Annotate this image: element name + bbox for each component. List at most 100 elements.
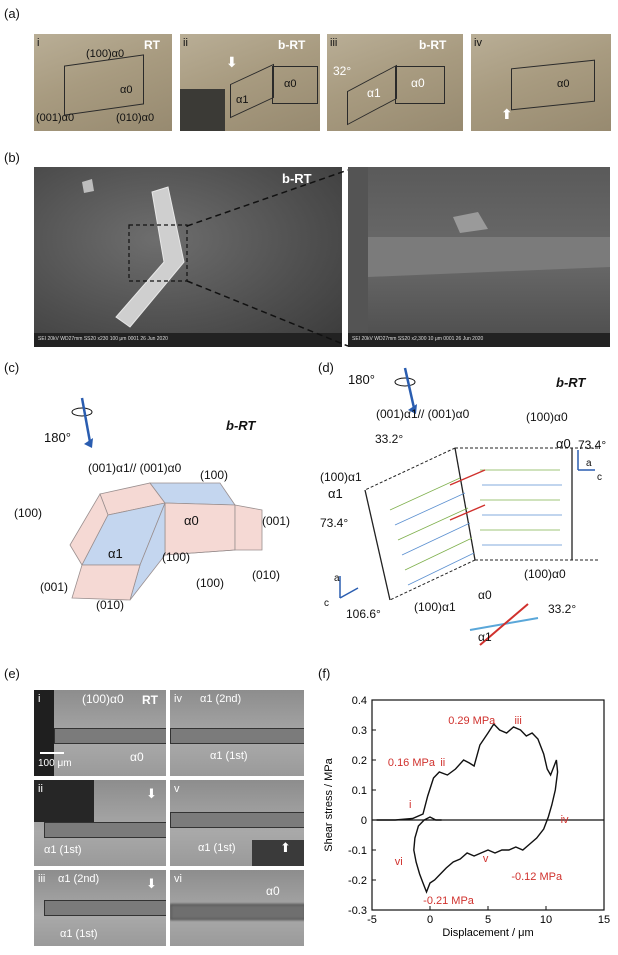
plane-label: (010)α0 — [116, 112, 155, 124]
subpanel-num: ii — [183, 37, 188, 49]
arrow-down-icon: ⬇ — [226, 54, 238, 70]
twin-label: α1 (1st) — [210, 750, 248, 762]
angle-label: 73.4° — [578, 438, 607, 452]
sem-crystal-drawing — [82, 179, 188, 328]
subpanel-num: i — [37, 37, 40, 49]
phase-label: α0 — [266, 884, 280, 898]
sem-image-low-mag: b-RT SEI 20kV WD27mm SS20 x230 100 μm 00… — [34, 167, 342, 347]
axis-label: a — [586, 458, 592, 469]
phase-label: α1 — [236, 94, 249, 106]
condition-label: b-RT — [556, 375, 586, 390]
twin-label: α1 (1st) — [44, 844, 82, 856]
angle-label: 33.2° — [548, 602, 577, 616]
subpanel-num: vi — [174, 873, 182, 885]
micrograph-a-ii: ii b-RT ⬇ α1 α0 — [180, 34, 320, 131]
crystal-bar — [170, 904, 304, 920]
phase-label: α0 — [478, 588, 492, 602]
plane-label: (100) — [162, 550, 191, 564]
phase-label: α0 — [557, 78, 570, 90]
phase-label: α0 — [411, 76, 425, 90]
plane-label: (001)α1// (001)α0 — [88, 461, 182, 475]
plane-label: (100) — [14, 506, 43, 520]
axis-label: c — [597, 472, 602, 483]
phase-label: α0 — [120, 84, 133, 96]
plane-label: (100) — [196, 576, 225, 590]
y-tick-label: 0.2 — [352, 755, 367, 767]
plane-label: (100)α1 — [320, 470, 362, 484]
chart-annotation: -0.21 MPa — [423, 895, 475, 907]
plane-label: (001) — [262, 514, 291, 528]
subpanel-num: i — [38, 693, 41, 705]
y-tick-label: 0.3 — [352, 725, 367, 737]
crystal-bar — [170, 728, 304, 744]
arrow-up-icon: ⬆ — [280, 840, 291, 855]
phase-label: α1 — [108, 546, 123, 561]
condition-label: b-RT — [226, 418, 256, 433]
subpanel-num: iv — [174, 693, 182, 705]
probe-shadow — [34, 690, 54, 776]
condition-label: b-RT — [282, 171, 312, 186]
panel-label-a: (a) — [4, 6, 20, 21]
plane-label: (100)α1 — [414, 600, 456, 614]
diagram-d-twin-geometry — [339, 367, 600, 646]
probe-tip — [252, 840, 304, 866]
micrograph-a-iv: iv α0 ⬆ — [471, 34, 611, 131]
chart-annotation: v — [483, 853, 489, 865]
phase-label: α0 — [130, 750, 144, 764]
phase-label: α1 — [367, 86, 381, 100]
panel-label-d: (d) — [318, 360, 334, 375]
twin-label: α1 (1st) — [60, 928, 98, 940]
crystal-bar — [44, 822, 166, 838]
sem-footer-text: SEI 20kV WD27mm SS20 x230 100 μm 0001 26… — [38, 336, 168, 342]
arrow-up-icon: ⬆ — [501, 106, 513, 122]
plane-label: (100) — [200, 468, 229, 482]
diagram-c-crystal-model — [69, 397, 263, 601]
plane-label: (100)α0 — [86, 48, 125, 60]
micrograph-e-ii: ii ⬇ α1 (1st) — [34, 780, 166, 866]
panel-label-f: (f) — [318, 666, 331, 681]
axis-label: c — [324, 598, 329, 609]
rotation-label: 180° — [348, 372, 375, 387]
panel-label-c: (c) — [4, 360, 20, 375]
chart-annotation: iv — [561, 814, 569, 826]
plane-label: (010) — [96, 598, 125, 612]
sem-footer-bar — [34, 333, 342, 347]
crystal-bar — [44, 900, 166, 916]
x-tick-label: -5 — [367, 914, 377, 926]
angle-label: 106.6° — [346, 607, 381, 621]
plot-frame — [371, 699, 605, 911]
arrow-down-icon: ⬇ — [146, 786, 157, 801]
x-axis-label: Displacement / μm — [442, 927, 533, 939]
chart-annotation: 0.16 MPa — [388, 757, 436, 769]
subpanel-num: ii — [38, 783, 43, 795]
plane-label: (100)α0 — [82, 692, 124, 706]
micrograph-e-v: v α1 (1st) ⬆ — [170, 780, 304, 866]
plane-label: (010) — [252, 568, 281, 582]
plane-label: (001)α0 — [36, 112, 75, 124]
plane-label: (001)α1// (001)α0 — [376, 407, 470, 421]
phase-label: α1 — [328, 486, 343, 501]
y-axis-label: Shear stress / MPa — [323, 757, 335, 851]
subpanel-num: iii — [330, 37, 338, 49]
micrograph-a-iii: iii b-RT 32° α1 α0 — [327, 34, 463, 131]
axis-label: a — [334, 573, 340, 584]
plane-label: (100)α0 — [524, 567, 566, 581]
subpanel-num: v — [174, 783, 180, 795]
y-tick-label: -0.1 — [348, 845, 367, 857]
crystal-outline — [272, 66, 318, 104]
crystal-bar — [170, 812, 304, 828]
scale-bar — [40, 752, 64, 754]
twin-label: α1 (2nd) — [58, 873, 100, 885]
micrograph-e-iv: iv α1 (2nd) α1 (1st) — [170, 690, 304, 776]
condition-label: RT — [144, 38, 160, 52]
micrograph-e-vi: vi α0 — [170, 870, 304, 946]
chart-annotation: 0.29 MPa — [448, 715, 496, 727]
plane-label: (001) — [40, 580, 69, 594]
angle-label: 33.2° — [375, 432, 404, 446]
angle-label: 73.4° — [320, 516, 349, 530]
chart-annotation: vi — [395, 856, 403, 868]
x-tick-label: 0 — [427, 914, 433, 926]
y-tick-label: -0.3 — [348, 905, 367, 917]
angle-label: 32° — [333, 64, 352, 78]
